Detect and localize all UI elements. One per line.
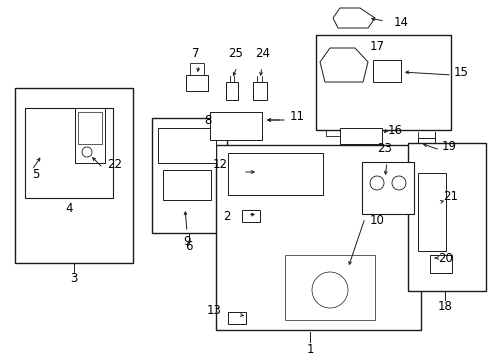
Bar — [407, 143, 485, 291]
Text: 18: 18 — [437, 300, 451, 313]
Bar — [252, 82, 266, 100]
Text: 4: 4 — [65, 202, 73, 215]
Bar — [158, 128, 216, 163]
Polygon shape — [332, 8, 374, 28]
Bar — [429, 255, 451, 273]
Circle shape — [369, 176, 383, 190]
Bar — [75, 108, 105, 163]
Text: 21: 21 — [442, 190, 457, 203]
Polygon shape — [319, 48, 367, 82]
Text: 16: 16 — [387, 123, 402, 136]
Bar — [372, 60, 400, 82]
Bar — [285, 255, 374, 320]
Bar — [15, 88, 133, 263]
Text: 6: 6 — [185, 240, 192, 253]
Bar — [185, 75, 207, 91]
Bar — [242, 210, 260, 222]
Circle shape — [82, 147, 92, 157]
Bar — [216, 145, 420, 330]
Bar — [190, 63, 203, 75]
Text: 15: 15 — [453, 66, 468, 78]
Circle shape — [391, 176, 405, 190]
Text: 5: 5 — [32, 168, 40, 181]
Bar — [209, 112, 262, 140]
Bar — [417, 173, 445, 251]
Text: 11: 11 — [289, 111, 305, 123]
Circle shape — [311, 272, 347, 308]
Text: 20: 20 — [437, 252, 452, 265]
Text: 19: 19 — [441, 139, 456, 153]
Text: 17: 17 — [369, 40, 384, 53]
Text: 1: 1 — [305, 343, 313, 356]
Bar — [78, 112, 102, 144]
Text: 7: 7 — [192, 47, 199, 60]
Bar — [227, 312, 245, 324]
Text: 3: 3 — [70, 272, 78, 285]
Text: 13: 13 — [207, 303, 222, 316]
Text: 8: 8 — [204, 113, 212, 126]
Text: 9: 9 — [183, 235, 190, 248]
Text: 10: 10 — [369, 213, 384, 226]
Text: 14: 14 — [393, 15, 408, 28]
Bar — [163, 170, 210, 200]
Text: 22: 22 — [107, 158, 122, 171]
Text: 25: 25 — [228, 47, 243, 60]
Polygon shape — [232, 245, 417, 328]
Bar — [339, 128, 381, 144]
Bar — [227, 153, 323, 195]
Text: 12: 12 — [213, 158, 227, 171]
Bar — [152, 118, 226, 233]
Text: 24: 24 — [255, 47, 270, 60]
Bar — [225, 82, 238, 100]
Text: 23: 23 — [377, 142, 392, 155]
Bar — [30, 130, 65, 158]
Bar — [361, 162, 413, 214]
Text: 2: 2 — [223, 210, 230, 222]
Bar — [315, 35, 450, 130]
Bar — [25, 108, 113, 198]
